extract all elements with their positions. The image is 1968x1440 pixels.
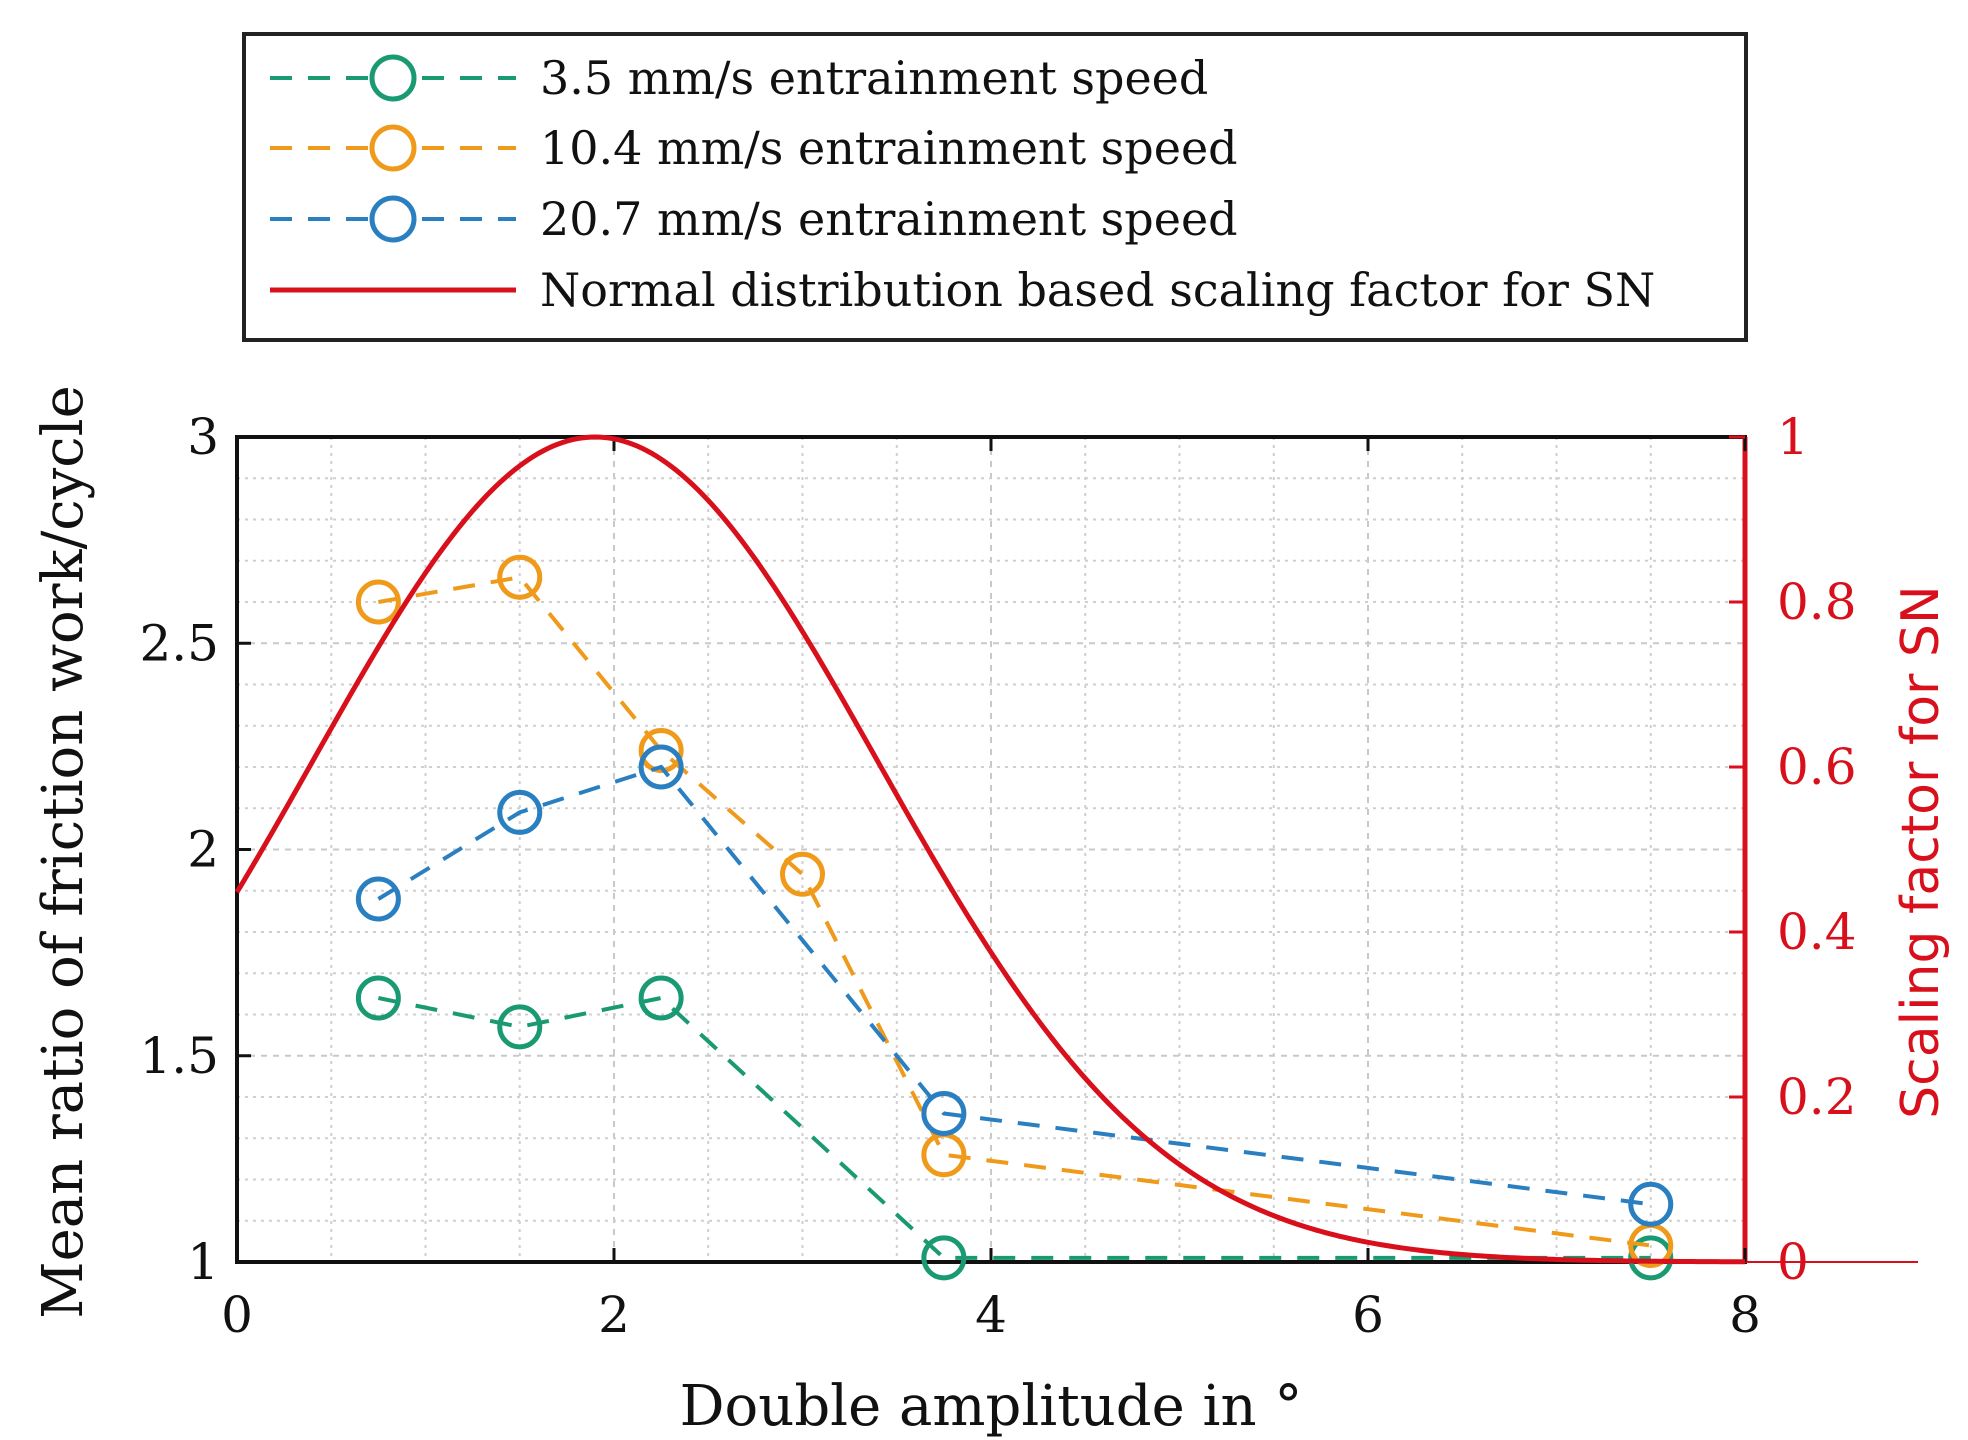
x-tick-label: 2 xyxy=(598,1286,630,1344)
data-point-marker xyxy=(780,851,825,897)
legend-items: 3.5 mm/s entrainment speed 10.4 mm/s entr… xyxy=(270,51,1655,317)
data-point-marker xyxy=(355,975,401,1021)
data-point-marker xyxy=(497,554,543,600)
series-line xyxy=(377,995,1651,1260)
right-y-axis-title: Scaling factor for SN xyxy=(1891,585,1951,1119)
series-layer xyxy=(234,434,1746,1281)
right-y-tick-label: 0 xyxy=(1777,1233,1809,1291)
data-point-marker xyxy=(921,1235,967,1281)
data-point-marker xyxy=(497,1004,543,1050)
series-line xyxy=(377,764,1652,1207)
x-tick-label: 6 xyxy=(1352,1286,1384,1344)
legend-label: 20.7 mm/s entrainment speed xyxy=(540,192,1238,246)
data-point-marker xyxy=(1628,1181,1674,1227)
left-y-tick-label: 2 xyxy=(187,821,219,879)
data-point-marker xyxy=(497,789,543,835)
grid xyxy=(237,437,1745,1262)
legend-label: Normal distribution based scaling factor… xyxy=(540,263,1655,317)
right-y-tick-label: 0.2 xyxy=(1777,1068,1857,1126)
left-y-tick-label: 2.5 xyxy=(139,614,219,672)
ticks: 0 2 4 6 8 1 1.5 2 2.5 3 0 0.2 0.4 0.6 0.8 1 xyxy=(139,408,1856,1344)
x-tick-label: 0 xyxy=(221,1286,253,1344)
legend-marker-sample xyxy=(369,124,417,172)
right-y-tick-label: 0.6 xyxy=(1777,738,1857,796)
data-point-marker xyxy=(638,975,684,1021)
data-point-marker xyxy=(355,876,401,922)
legend-label: 10.4 mm/s entrainment speed xyxy=(540,121,1238,175)
x-tick-label: 8 xyxy=(1729,1286,1761,1344)
series-line xyxy=(378,575,1652,1248)
data-point-marker xyxy=(355,579,401,625)
right-y-tick-label: 0.4 xyxy=(1777,903,1857,961)
scaling-factor-curve xyxy=(234,434,1746,1265)
left-y-tick-label: 3 xyxy=(187,408,219,466)
left-y-tick-label: 1.5 xyxy=(139,1027,219,1085)
data-point-marker xyxy=(1628,1235,1674,1281)
data-point-marker xyxy=(638,728,684,773)
legend-label: 3.5 mm/s entrainment speed xyxy=(540,51,1208,105)
x-tick-label: 4 xyxy=(975,1286,1007,1344)
data-point-marker xyxy=(638,744,684,790)
left-y-axis-title: Mean ratio of friction work/cycle xyxy=(31,385,96,1318)
data-point-marker xyxy=(921,1091,967,1136)
x-axis-title: Double amplitude in ° xyxy=(680,1374,1303,1439)
left-y-tick-label: 1 xyxy=(187,1233,219,1291)
legend-marker-sample xyxy=(369,195,417,243)
right-y-tick-label: 1 xyxy=(1777,408,1809,466)
legend: 3.5 mm/s entrainment speed 10.4 mm/s entr… xyxy=(242,32,1748,342)
right-y-tick-label: 0.8 xyxy=(1777,573,1857,631)
legend-marker-sample xyxy=(369,54,417,102)
